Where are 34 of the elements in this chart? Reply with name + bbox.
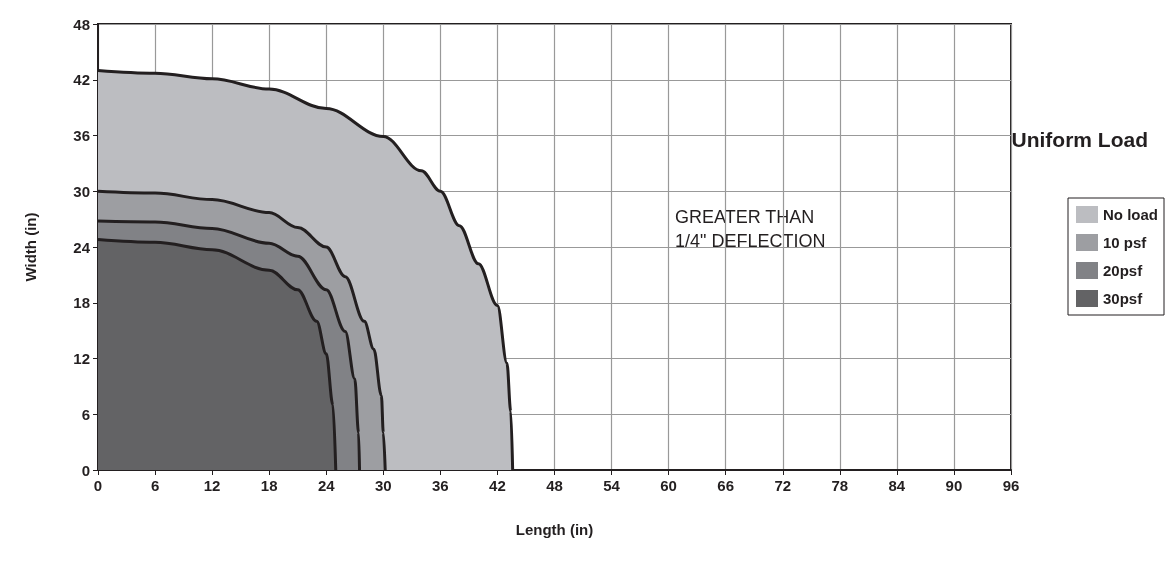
- y-tick-label: 12: [73, 350, 90, 367]
- x-tick-label: 72: [774, 477, 792, 494]
- x-tick-label: 24: [317, 477, 336, 494]
- annotation: GREATER THAN 1/4" DEFLECTION: [675, 207, 826, 251]
- legend-label: 20psf: [1103, 262, 1144, 279]
- x-tick-label: 18: [260, 477, 278, 494]
- y-tick-label: 30: [73, 182, 90, 200]
- x-tick-label: 42: [489, 477, 506, 494]
- legend-label: 10 psf: [1103, 234, 1148, 251]
- x-tick-label: 54: [603, 477, 621, 494]
- x-tick-label: 90: [945, 477, 963, 494]
- x-tick-label: 36: [432, 477, 449, 494]
- y-tick-label: 24: [73, 238, 91, 256]
- x-tick-label: 6: [150, 477, 160, 494]
- x-tick-label: 84: [888, 477, 906, 494]
- x-tick-label: 0: [93, 477, 103, 494]
- y-tick-label: 6: [81, 405, 90, 423]
- x-axis-title: Length (in): [515, 521, 594, 538]
- x-tick-label: 66: [717, 477, 735, 494]
- y-tick-label: 48: [73, 15, 90, 33]
- x-tick-label: 78: [831, 477, 849, 494]
- x-tick-label: 96: [1002, 477, 1020, 494]
- legend-title: Uniform Load: [1011, 128, 1149, 151]
- legend-label: 30psf: [1103, 290, 1144, 307]
- x-tick-label: 12: [203, 477, 221, 494]
- x-tick-label: 30: [374, 477, 392, 494]
- y-tick-label: 0: [81, 461, 90, 479]
- y-tick-label: 18: [73, 294, 90, 312]
- x-tick-label: 60: [660, 477, 677, 494]
- y-tick-label: 42: [73, 71, 90, 89]
- legend-label: No load: [1103, 206, 1158, 223]
- x-tick-label: 48: [546, 477, 563, 494]
- y-axis-title: Width (in): [22, 212, 39, 282]
- y-tick-label: 36: [73, 127, 90, 144]
